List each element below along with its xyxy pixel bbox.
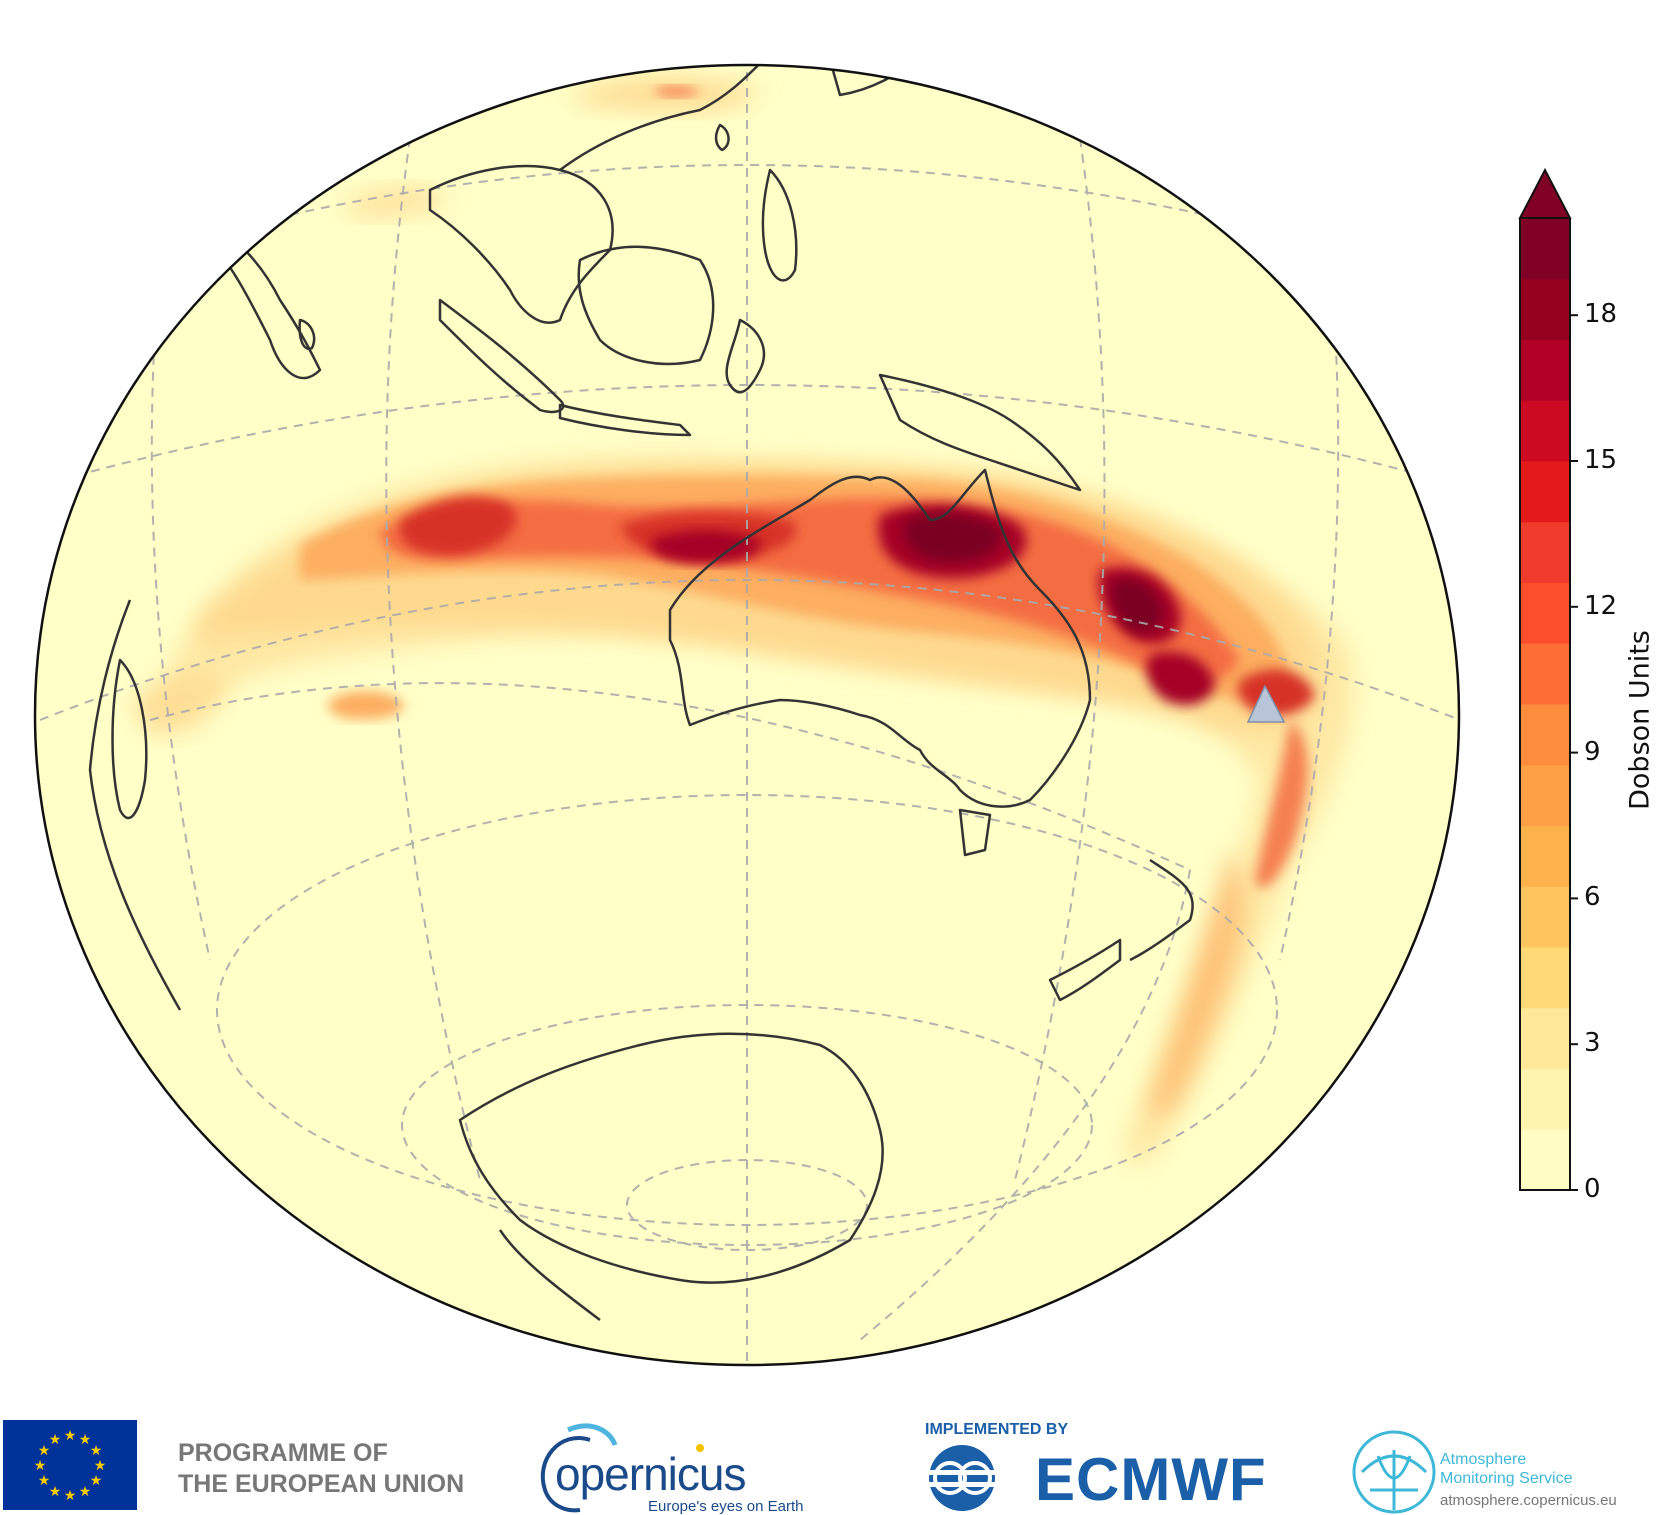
colorbar-segment: [1520, 947, 1570, 1009]
ecmwf-wordmark: ECMWF: [1035, 1446, 1267, 1513]
copernicus-wordmark: opernicus: [555, 1448, 746, 1500]
colorbar-segment: [1520, 764, 1570, 826]
so2-plume: [130, 75, 1355, 1166]
taiwan-outline: [714, 123, 730, 152]
ams-logo: [1352, 1430, 1436, 1514]
programme-line1: PROGRAMME OF: [178, 1439, 388, 1467]
colorbar-segment: [1520, 278, 1570, 340]
eu-star-icon: ★: [34, 1458, 47, 1474]
new-zealand-north: [1129, 858, 1194, 962]
colorbar: [1518, 167, 1578, 1191]
copernicus-tagline: Europe's eyes on Earth: [648, 1498, 804, 1515]
colorbar-segment: [1520, 1129, 1570, 1191]
colorbar-tick-label: 3: [1584, 1028, 1601, 1059]
colorbar-segment: [1520, 218, 1570, 280]
eu-star-icon: ★: [38, 1473, 51, 1489]
madagascar-outline: [111, 658, 148, 820]
volcano-marker-triangle: [1246, 684, 1286, 723]
colorbar-segment: [1520, 339, 1570, 401]
colorbar-tick-label: 15: [1584, 445, 1618, 475]
eu-star-icon: ★: [94, 1458, 107, 1474]
ecmwf-logo: [926, 1445, 998, 1511]
ams-url: atmosphere.copernicus.eu: [1440, 1492, 1617, 1509]
tasmania-outline: [958, 808, 992, 857]
java-outline: [558, 403, 692, 437]
antarctica-outline: [458, 1032, 884, 1284]
coastlines: [88, 65, 1194, 1321]
eu-star-icon: ★: [64, 1488, 77, 1504]
programme-line2: THE EUROPEAN UNION: [178, 1470, 465, 1498]
eu-star-icon: ★: [90, 1473, 103, 1489]
colorbar-segment: [1520, 825, 1570, 887]
eu-star-icon: ★: [79, 1484, 92, 1500]
copernicus-logo: [540, 1423, 704, 1513]
ams-line2: Monitoring Service: [1440, 1470, 1573, 1487]
eu-star-icon: ★: [49, 1484, 62, 1500]
indochina-outline: [428, 164, 614, 324]
borneo-outline: [577, 245, 715, 366]
colorbar-segment: [1520, 1068, 1570, 1130]
japan-outline: [828, 65, 922, 97]
colorbar-extend-arrow: [1518, 167, 1572, 219]
eu-star-icon: ★: [64, 1428, 77, 1444]
colorbar-title: Dobson Units: [1624, 630, 1656, 810]
colorbar-segment: [1520, 643, 1570, 705]
philippines-outline: [761, 168, 798, 282]
globe-outline: [33, 63, 1461, 1367]
africa-coast: [88, 599, 182, 1011]
colorbar-segment: [1520, 1007, 1570, 1069]
eu-star-icon: ★: [90, 1443, 103, 1459]
colorbar-tick-label: 9: [1584, 736, 1601, 767]
eu-flag-logo: ★★★★★★★★★ ★ ★★: [3, 1420, 137, 1510]
india-outline: [188, 208, 322, 380]
new-zealand-south: [1048, 938, 1122, 1002]
china-coast: [559, 65, 781, 172]
colorbar-segment: [1520, 704, 1570, 766]
eu-star-icon: ★: [38, 1443, 51, 1459]
ams-text: Atmosphere Monitoring Service: [1440, 1450, 1573, 1488]
programme-text: PROGRAMME OF THE EUROPEAN UNION: [178, 1438, 464, 1500]
sri-lanka-outline: [298, 318, 316, 351]
sulawesi-outline: [725, 318, 766, 394]
colorbar-segment: [1520, 461, 1570, 523]
eu-star-icon: ★: [79, 1432, 92, 1448]
colorbar-border: [1519, 218, 1571, 1191]
new-guinea-outline: [878, 373, 1082, 492]
colorbar-segment: [1520, 886, 1570, 948]
colorbar-tick-label: 0: [1584, 1174, 1601, 1204]
colorbar-segment: [1520, 582, 1570, 644]
colorbar-tick-label: 12: [1584, 590, 1618, 621]
eu-star-icon: ★: [49, 1432, 62, 1448]
colorbar-tick-label: 18: [1584, 299, 1618, 330]
colorbar-segment: [1520, 400, 1570, 462]
antarctic-peninsula: [498, 1229, 601, 1321]
implemented-by-text: IMPLEMENTED BY: [925, 1421, 1069, 1438]
australia-outline: [668, 468, 1092, 808]
colorbar-segment: [1520, 521, 1570, 583]
graticule: [39, 65, 1459, 1365]
ams-line1: Atmosphere: [1440, 1451, 1527, 1468]
colorbar-tick-label: 6: [1584, 882, 1601, 913]
